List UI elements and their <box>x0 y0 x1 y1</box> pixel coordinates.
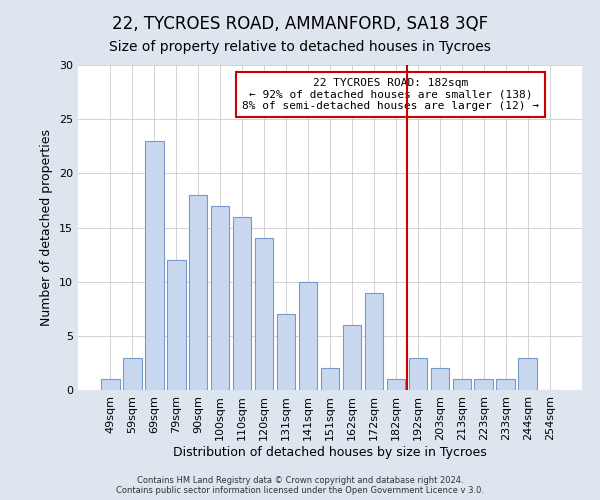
Bar <box>299 282 317 390</box>
Text: Size of property relative to detached houses in Tycroes: Size of property relative to detached ho… <box>109 40 491 54</box>
Bar <box>101 379 119 390</box>
Bar <box>496 379 515 390</box>
Bar <box>233 216 251 390</box>
Bar <box>518 358 537 390</box>
Bar <box>123 358 142 390</box>
Bar <box>409 358 427 390</box>
Y-axis label: Number of detached properties: Number of detached properties <box>40 129 53 326</box>
Bar <box>277 314 295 390</box>
Text: 22 TYCROES ROAD: 182sqm
← 92% of detached houses are smaller (138)
8% of semi-de: 22 TYCROES ROAD: 182sqm ← 92% of detache… <box>242 78 539 111</box>
Bar <box>431 368 449 390</box>
Text: 22, TYCROES ROAD, AMMANFORD, SA18 3QF: 22, TYCROES ROAD, AMMANFORD, SA18 3QF <box>112 15 488 33</box>
Bar <box>145 141 164 390</box>
Bar <box>386 379 405 390</box>
Bar <box>189 195 208 390</box>
Bar <box>475 379 493 390</box>
Bar <box>320 368 340 390</box>
Bar <box>167 260 185 390</box>
Bar <box>343 325 361 390</box>
Bar <box>211 206 229 390</box>
Bar <box>255 238 274 390</box>
X-axis label: Distribution of detached houses by size in Tycroes: Distribution of detached houses by size … <box>173 446 487 458</box>
Bar <box>365 292 383 390</box>
Text: Contains HM Land Registry data © Crown copyright and database right 2024.
Contai: Contains HM Land Registry data © Crown c… <box>116 476 484 495</box>
Bar <box>452 379 471 390</box>
